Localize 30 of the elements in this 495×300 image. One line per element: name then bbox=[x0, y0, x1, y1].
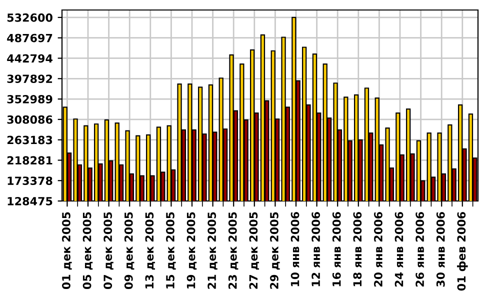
y-tick-label: 352989 bbox=[7, 95, 52, 104]
x-tick-label: 21 дек 2005 bbox=[208, 212, 218, 289]
x-tick-label: 13 дек 2005 bbox=[145, 212, 155, 288]
x-tick-label: 10 янв 2006 bbox=[290, 212, 300, 286]
x-tick-label: 01 фев 2006 bbox=[457, 212, 468, 291]
x-tick-label: 27 дек 2005 bbox=[249, 212, 259, 289]
x-tick-label: 09 дек 2005 bbox=[124, 212, 134, 290]
x-tick-label: 15 дек 2005 bbox=[166, 212, 176, 288]
x-tick-label: 07 дек 2005 bbox=[104, 212, 114, 290]
x-tick-label: 16 янв 2006 bbox=[332, 212, 341, 286]
x-tick-label: 26 янв 2006 bbox=[416, 212, 424, 286]
y-tick-label: 308086 bbox=[7, 115, 52, 124]
x-tick-label: 24 янв 2006 bbox=[394, 212, 404, 286]
x-tick-label: 01 дек 2005 bbox=[62, 212, 72, 290]
x-tick-label: 29 дек 2005 bbox=[270, 212, 280, 289]
y-tick-label: 263183 bbox=[7, 136, 52, 144]
y-tick-label: 487697 bbox=[7, 34, 52, 42]
x-tick-label: 12 янв 2006 bbox=[312, 212, 320, 286]
x-tick-label: 18 янв 2006 bbox=[353, 212, 362, 286]
y-tick-label: 442794 bbox=[7, 54, 52, 63]
y-tick-label: 532600 bbox=[7, 13, 52, 22]
y-tick-label: 128475 bbox=[8, 196, 52, 206]
y-tick-label: 173378 bbox=[8, 176, 52, 185]
y-tick-label: 218281 bbox=[7, 156, 52, 165]
x-tick-label: 05 дек 2005 bbox=[82, 212, 93, 290]
x-tick-label: 19 дек 2005 bbox=[186, 212, 197, 288]
x-tick-label: 23 дек 2005 bbox=[228, 212, 238, 289]
x-tick-label: 20 янв 2006 bbox=[374, 212, 382, 286]
x-tick-label: 30 янв 2006 bbox=[436, 212, 445, 287]
y-tick-label: 397892 bbox=[7, 74, 52, 84]
